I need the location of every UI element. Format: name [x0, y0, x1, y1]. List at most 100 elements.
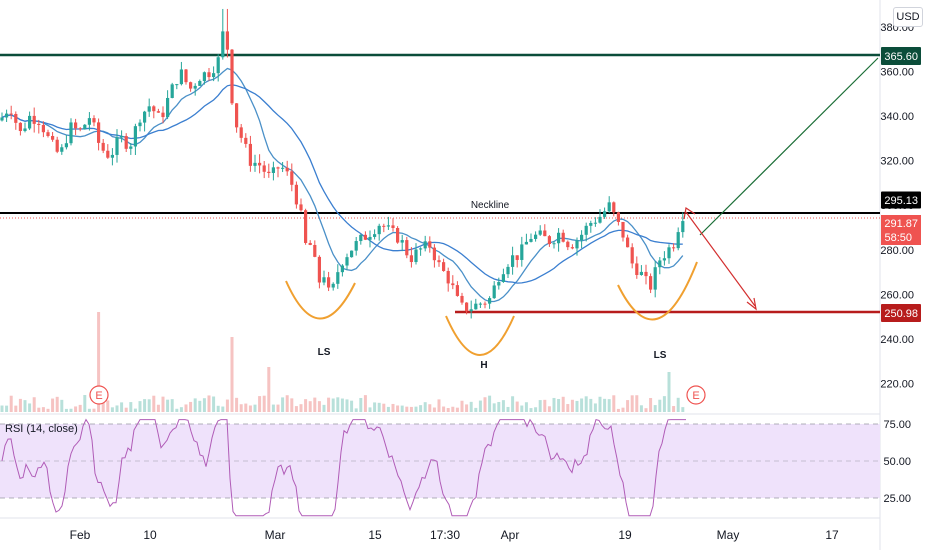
volume-bar	[331, 398, 335, 412]
candle-body	[419, 248, 423, 250]
volume-bar	[18, 398, 22, 412]
candle-body	[354, 241, 358, 251]
candle-body	[235, 103, 239, 128]
neckline-label: Neckline	[471, 200, 510, 211]
candle-body	[635, 263, 639, 275]
candle-body	[299, 204, 303, 211]
volume-bar	[179, 407, 183, 412]
candle-body	[428, 241, 432, 248]
candle-body	[313, 244, 317, 257]
volume-bar	[598, 396, 602, 412]
candle-body	[667, 247, 671, 259]
date-tick-label: 19	[618, 528, 632, 542]
candle-body	[138, 122, 142, 127]
candle-body	[363, 234, 367, 240]
candle-body	[262, 165, 266, 172]
earnings-badge-label: E	[692, 390, 699, 402]
date-tick-label: 17	[825, 528, 839, 542]
target-price-tag-text: 365.60	[884, 51, 918, 63]
candle-body	[483, 303, 487, 305]
candle-body	[621, 221, 625, 238]
volume-bar	[138, 401, 142, 412]
candle-body	[276, 167, 280, 169]
candle-body	[258, 162, 262, 166]
candle-body	[202, 72, 206, 81]
candle-body	[488, 298, 492, 304]
earnings-badge-left[interactable]: E	[89, 385, 109, 405]
earnings-badge-right[interactable]: E	[686, 385, 706, 405]
candle-body	[515, 255, 519, 260]
candle-body	[51, 136, 55, 140]
volume-bar	[359, 397, 363, 412]
candle-body	[175, 84, 179, 86]
volume-bar	[170, 399, 174, 412]
volume-bar	[681, 407, 685, 412]
currency-button[interactable]: USD	[893, 7, 923, 27]
candle-body	[658, 260, 662, 268]
rsi-axis: 75.00 50.00 25.00	[883, 419, 911, 505]
candle-body	[409, 255, 413, 263]
candle-body	[350, 250, 354, 258]
volume-bar	[575, 400, 579, 412]
candle-body	[345, 257, 349, 266]
volume-bar	[78, 404, 82, 412]
volume-bar	[193, 398, 197, 412]
volume-bar	[253, 404, 257, 412]
candle-body	[304, 210, 308, 243]
volume-bar	[83, 395, 87, 412]
candle-body	[557, 232, 561, 244]
volume-bar	[221, 406, 225, 412]
candle-body	[672, 247, 676, 249]
volume-bar	[0, 405, 4, 412]
volume-bar	[653, 405, 657, 412]
candle-body	[225, 31, 229, 50]
rsi-pane	[0, 423, 880, 499]
date-tick-label: Mar	[265, 528, 286, 542]
right-shoulder-label: LS	[654, 350, 667, 361]
candle-body	[423, 241, 427, 249]
volume-bar	[202, 398, 206, 412]
volume-bar	[106, 400, 110, 412]
countdown-text: 58:50	[884, 232, 912, 244]
volume-bar	[644, 408, 648, 412]
candle-body	[248, 143, 252, 166]
candle-body	[639, 271, 643, 275]
candle-body	[87, 118, 91, 125]
volume-bar	[74, 406, 78, 412]
candle-body	[290, 171, 294, 185]
earnings-badge-label: E	[95, 390, 102, 402]
date-tick-label: 15	[368, 528, 382, 542]
downside-arrowhead	[746, 297, 757, 311]
candle-body	[386, 225, 390, 227]
candle-body	[336, 272, 340, 284]
candle-body	[198, 80, 202, 86]
candle-body	[561, 232, 565, 242]
candle-body	[152, 106, 156, 112]
volume-bar	[9, 395, 13, 412]
arrow-tail-mark	[683, 206, 696, 220]
volume-bar	[497, 401, 501, 412]
volume-bar	[603, 398, 607, 412]
candle-body	[520, 244, 524, 260]
volume-bar	[37, 407, 41, 412]
candle-body	[501, 274, 505, 282]
volume-bar	[386, 406, 390, 412]
volume-bar	[32, 397, 36, 412]
support-price-tag-text: 250.98	[884, 308, 918, 320]
candle-body	[64, 143, 68, 148]
volume-bar	[409, 406, 413, 412]
volume-bar	[258, 396, 262, 412]
candle-body	[570, 247, 574, 249]
candle-body	[239, 127, 243, 138]
volume-bar	[235, 397, 239, 412]
candle-body	[267, 171, 271, 173]
volume-bar	[529, 408, 533, 412]
volume-bar	[41, 407, 45, 412]
candle-body	[37, 123, 41, 125]
volume-bar	[639, 405, 643, 412]
candle-body	[189, 82, 193, 89]
candle-body	[607, 202, 611, 212]
volume-bar	[432, 407, 436, 412]
candle-body	[78, 128, 82, 130]
